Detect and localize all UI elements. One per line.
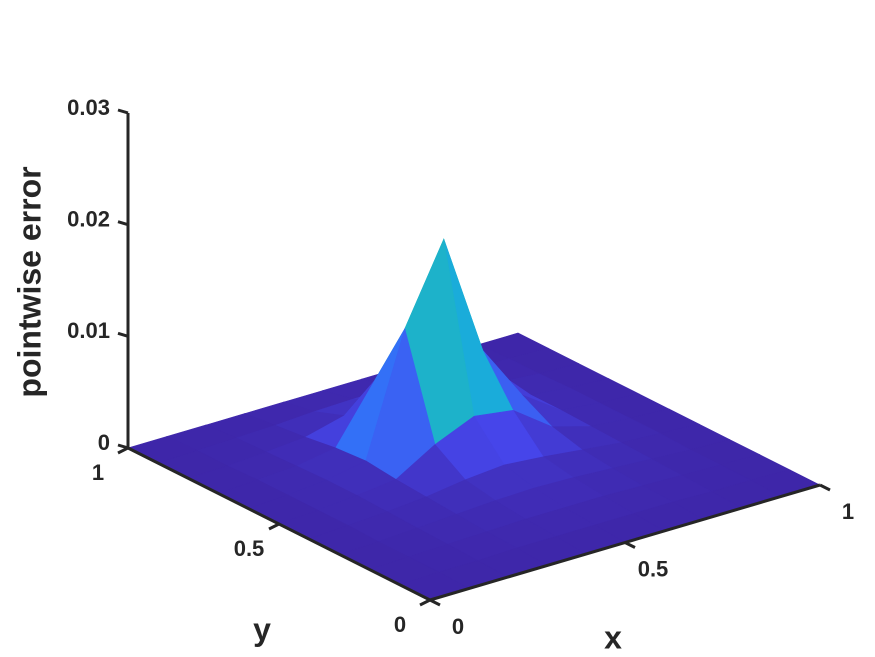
x-tick [624, 541, 636, 549]
x-tick-label: 1 [842, 499, 854, 524]
x-axis-label: x [604, 619, 622, 655]
axes: 0 0.5 1 0 0.5 1 0 0.01 0.02 0.03 [67, 95, 854, 639]
z-tick-label: 0.01 [67, 318, 110, 343]
y-tick-label: 1 [92, 460, 104, 485]
z-tick [117, 331, 129, 338]
x-tick-label: 0.5 [638, 556, 669, 581]
z-axis-label: pointwise error [11, 166, 47, 397]
x-tick-label: 0 [452, 614, 464, 639]
y-axis-label: y [253, 611, 271, 647]
y-tick [268, 522, 280, 531]
y-tick [419, 598, 431, 607]
y-tick-label: 0.5 [234, 536, 265, 561]
x-tick [429, 598, 441, 607]
z-tick-label: 0.02 [67, 206, 110, 231]
z-tick [117, 108, 129, 115]
y-tick-label: 0 [394, 612, 406, 637]
z-tick-label: 0.03 [67, 95, 110, 120]
z-tick [117, 220, 129, 227]
x-tick [819, 483, 831, 492]
z-tick-label: 0 [98, 430, 110, 455]
z-tick [117, 443, 129, 450]
surface [127, 238, 821, 601]
